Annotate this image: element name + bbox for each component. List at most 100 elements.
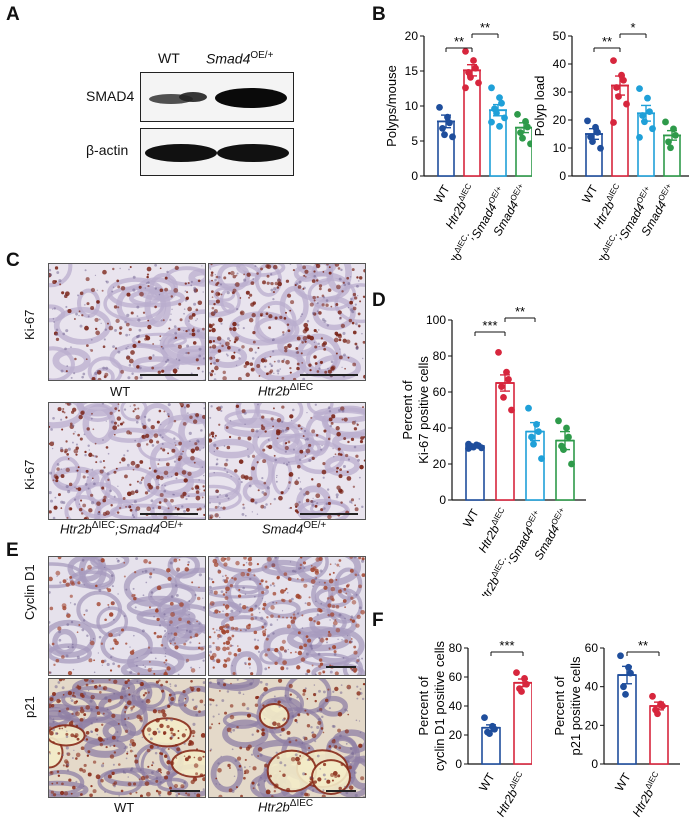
- hematoxylin-nucleus: [303, 493, 306, 496]
- hematoxylin-nucleus: [306, 319, 310, 323]
- hematoxylin-nucleus: [170, 475, 173, 478]
- stained-nucleus: [328, 496, 331, 499]
- stained-nucleus: [194, 446, 200, 451]
- stained-nucleus: [195, 413, 200, 418]
- hematoxylin-nucleus: [176, 626, 179, 629]
- stained-nucleus: [235, 274, 238, 277]
- stained-nucleus: [347, 713, 350, 716]
- gland-structure: [107, 277, 165, 308]
- stained-nucleus: [191, 487, 194, 490]
- wb-band-actin-oe: [217, 144, 289, 162]
- stained-nucleus: [284, 349, 288, 353]
- data-point: [462, 48, 469, 55]
- data-point: [662, 118, 669, 126]
- stained-nucleus: [344, 729, 349, 734]
- hematoxylin-nucleus: [70, 699, 74, 703]
- stained-nucleus: [56, 698, 61, 704]
- stained-nucleus: [332, 771, 338, 776]
- hematoxylin-nucleus: [252, 315, 254, 318]
- stained-nucleus: [94, 442, 97, 445]
- hematoxylin-nucleus: [328, 707, 331, 710]
- hematoxylin-nucleus: [74, 431, 76, 433]
- stained-nucleus: [289, 693, 292, 696]
- scale-bar: [170, 790, 200, 792]
- hematoxylin-nucleus: [51, 695, 55, 699]
- category-label-part: ΔIEC: [489, 506, 506, 527]
- stained-nucleus: [134, 759, 139, 764]
- stained-nucleus: [362, 682, 365, 686]
- stained-nucleus: [190, 455, 195, 461]
- data-point: [538, 455, 545, 462]
- stained-nucleus: [347, 356, 350, 359]
- hematoxylin-nucleus: [145, 282, 148, 284]
- gland-structure: [99, 466, 160, 504]
- hematoxylin-nucleus: [318, 329, 320, 331]
- stained-nucleus: [121, 457, 126, 462]
- data-point: [517, 129, 524, 136]
- hematoxylin-nucleus: [273, 726, 277, 731]
- stained-nucleus: [145, 775, 149, 779]
- stained-nucleus: [234, 469, 238, 473]
- hematoxylin-nucleus: [286, 719, 289, 722]
- stained-nucleus: [252, 787, 255, 790]
- stained-nucleus: [80, 793, 83, 796]
- stained-nucleus: [359, 464, 364, 470]
- gland-structure: [294, 440, 345, 475]
- hematoxylin-nucleus: [260, 616, 264, 620]
- data-point: [498, 383, 505, 390]
- hematoxylin-nucleus: [287, 737, 291, 741]
- gland-structure: [132, 356, 180, 373]
- hematoxylin-nucleus: [113, 784, 116, 788]
- hematoxylin-nucleus: [133, 500, 137, 504]
- data-point: [641, 118, 648, 126]
- hematoxylin-nucleus: [165, 718, 169, 721]
- hematoxylin-nucleus: [229, 419, 232, 422]
- stained-nucleus: [280, 589, 285, 594]
- stained-nucleus: [313, 619, 316, 623]
- stained-nucleus: [177, 327, 181, 331]
- hematoxylin-nucleus: [66, 612, 69, 615]
- stained-nucleus: [239, 297, 242, 299]
- stained-nucleus: [148, 467, 151, 470]
- hematoxylin-nucleus: [338, 613, 342, 617]
- hematoxylin-nucleus: [64, 347, 67, 351]
- stained-nucleus: [317, 777, 322, 782]
- hematoxylin-nucleus: [158, 483, 160, 486]
- stained-nucleus: [271, 795, 274, 797]
- stained-nucleus: [177, 344, 182, 349]
- hematoxylin-nucleus: [353, 557, 357, 559]
- hematoxylin-nucleus: [330, 360, 334, 364]
- stained-nucleus: [120, 628, 125, 632]
- stained-nucleus: [260, 504, 265, 509]
- hematoxylin-nucleus: [139, 376, 143, 380]
- hematoxylin-nucleus: [281, 610, 284, 612]
- hematoxylin-nucleus: [305, 448, 308, 451]
- stained-nucleus: [237, 377, 242, 380]
- hematoxylin-nucleus: [259, 753, 263, 757]
- hematoxylin-nucleus: [237, 768, 240, 771]
- stained-nucleus: [335, 470, 339, 473]
- stained-nucleus: [176, 507, 180, 511]
- hematoxylin-nucleus: [150, 596, 152, 598]
- hematoxylin-nucleus: [154, 751, 158, 755]
- stained-nucleus: [189, 415, 193, 419]
- stained-nucleus: [223, 562, 228, 567]
- stained-nucleus: [330, 421, 334, 425]
- category-label-part: Htr2b: [629, 786, 656, 819]
- stained-nucleus: [145, 433, 150, 438]
- stained-nucleus: [222, 506, 226, 510]
- stained-nucleus: [55, 479, 59, 483]
- stained-nucleus: [335, 352, 338, 355]
- stained-nucleus: [160, 643, 164, 647]
- stained-nucleus: [297, 761, 301, 766]
- stained-nucleus: [102, 459, 105, 462]
- stained-nucleus: [155, 608, 159, 613]
- stained-nucleus: [162, 712, 167, 718]
- stained-nucleus: [91, 477, 94, 480]
- stained-nucleus: [86, 427, 90, 431]
- hematoxylin-nucleus: [72, 424, 75, 428]
- stained-nucleus: [134, 407, 137, 411]
- hematoxylin-nucleus: [254, 265, 257, 268]
- stained-nucleus: [182, 690, 186, 694]
- stained-nucleus: [94, 685, 98, 689]
